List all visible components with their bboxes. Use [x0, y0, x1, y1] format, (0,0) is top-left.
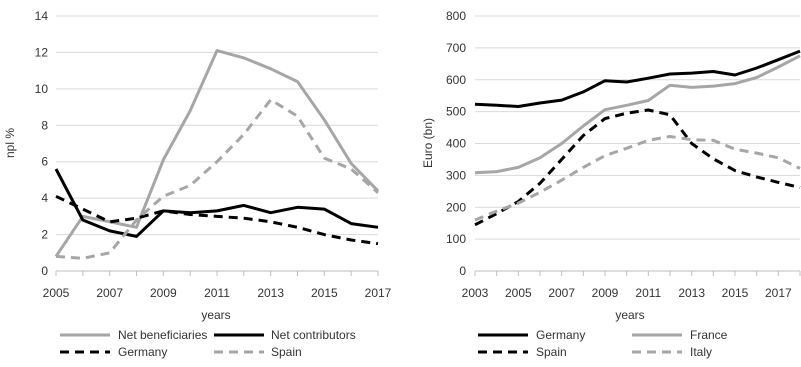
euro-y-tick-label: 200: [446, 200, 466, 214]
npl-x-tick-label: 2005: [43, 286, 70, 300]
npl-chart-axes: [55, 270, 379, 276]
euro-chart-axes: [474, 270, 801, 276]
npl-legend-label-spain: Spain: [271, 345, 302, 359]
npl-x-tick-label: 2009: [150, 286, 177, 300]
euro-x-tick-label: 2007: [548, 286, 575, 300]
npl-y-tick-label: 14: [35, 9, 49, 23]
npl-y-tick-label: 8: [41, 118, 48, 132]
euro-chart-legend: Germany France Spain Italy: [478, 328, 728, 359]
npl-chart-y-axis-label: npl %: [3, 128, 17, 158]
npl-series-line-germany: [55, 194, 379, 246]
euro-chart-y-axis-label: Euro (bn): [421, 118, 435, 168]
euro-y-tick-label: 500: [446, 105, 466, 119]
npl-chart-y-ticks: 0 2 4 6 8 10 12 14: [35, 9, 49, 278]
euro-legend-label-spain: Spain: [536, 345, 567, 359]
euro-legend-label-france: France: [690, 328, 728, 342]
euro-y-tick-label: 400: [446, 137, 466, 151]
euro-x-tick-label: 2005: [505, 286, 532, 300]
npl-chart-x-ticks: 2005 2007 2009 2011 2013 2015 2017: [43, 286, 392, 300]
euro-y-tick-label: 800: [446, 9, 466, 23]
euro-y-tick-label: 600: [446, 73, 466, 87]
npl-chart-x-axis-label: years: [201, 308, 230, 322]
npl-y-tick-label: 4: [41, 191, 48, 205]
euro-series-line-italy: [474, 135, 801, 222]
npl-y-tick-label: 10: [35, 82, 49, 96]
npl-x-tick-label: 2011: [204, 286, 230, 300]
npl-x-tick-label: 2015: [311, 286, 338, 300]
npl-legend-label-net-contributors: Net contributors: [271, 328, 356, 342]
npl-x-tick-label: 2013: [257, 286, 284, 300]
euro-series-line-france: [474, 54, 801, 175]
npl-y-tick-label: 6: [41, 155, 48, 169]
euro-x-tick-label: 2017: [765, 286, 792, 300]
npl-y-tick-label: 0: [41, 264, 48, 278]
euro-x-tick-label: 2009: [592, 286, 619, 300]
euro-series-line-spain: [474, 108, 801, 227]
euro-chart-y-ticks: 0 100 200 300 400 500 600 700 800: [446, 9, 466, 278]
npl-y-tick-label: 12: [35, 45, 49, 59]
euro-legend-label-italy: Italy: [690, 345, 712, 359]
euro-x-tick-label: 2013: [678, 286, 705, 300]
npl-series-line-net-beneficiaries: [54, 49, 380, 258]
euro-chart-x-ticks: 2003 2005 2007 2009 2011 2013 2015 2017: [462, 286, 792, 300]
euro-legend-label-germany: Germany: [536, 328, 585, 342]
npl-series-line-net-contributors: [54, 168, 379, 238]
euro-y-tick-label: 700: [446, 41, 466, 55]
npl-legend-label-germany: Germany: [118, 345, 167, 359]
euro-y-tick-label: 100: [446, 232, 466, 246]
euro-y-tick-label: 300: [446, 168, 466, 182]
npl-x-tick-label: 2007: [96, 286, 123, 300]
npl-chart-legend: Net beneficiaries Net contributors Germany…: [60, 328, 356, 359]
euro-chart-x-axis-label: years: [615, 308, 644, 322]
npl-chart: 0 2 4 6 8 10 12 14 2005 2007 2009 2011 2013 2015 2017…: [3, 9, 392, 359]
npl-x-tick-label: 2017: [365, 286, 392, 300]
npl-chart-grid: [56, 15, 378, 236]
npl-chart-series: [54, 49, 380, 260]
euro-chart-series: [474, 49, 801, 227]
euro-y-tick-label: 0: [459, 264, 466, 278]
npl-legend-label-net-beneficiaries: Net beneficiaries: [118, 328, 207, 342]
npl-series-line-spain: [55, 98, 379, 260]
euro-chart-grid: [475, 15, 800, 240]
euro-series-line-germany: [474, 49, 801, 108]
npl-y-tick-label: 2: [41, 228, 48, 242]
euro-x-tick-label: 2003: [462, 286, 489, 300]
euro-x-tick-label: 2011: [635, 286, 661, 300]
euro-x-tick-label: 2015: [722, 286, 749, 300]
